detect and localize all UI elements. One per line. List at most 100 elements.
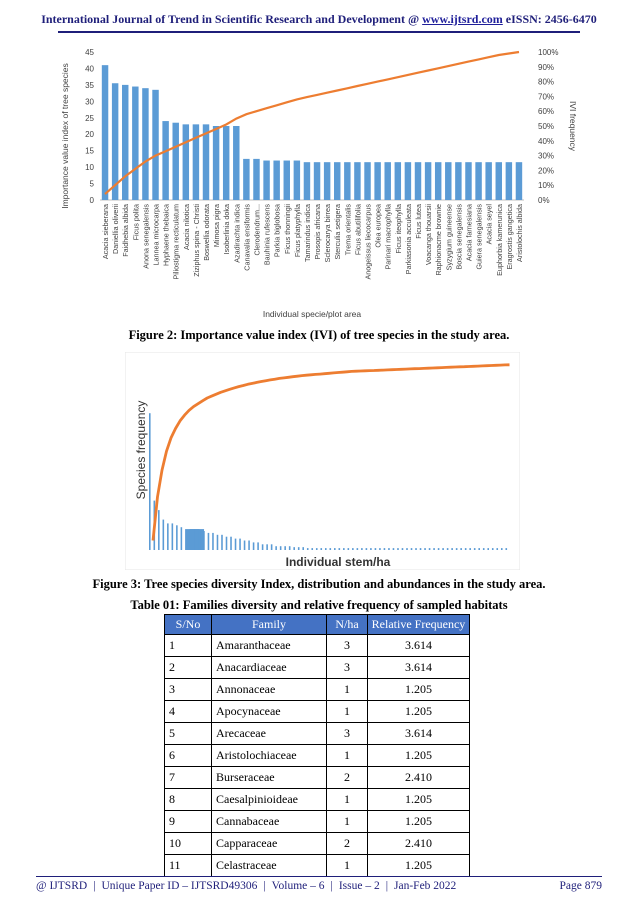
frequency-bar: [352, 548, 354, 550]
ivi-bar: [222, 126, 230, 200]
x-tick-label: Acacia farnesiana: [464, 204, 473, 261]
y-tick-label: 20: [85, 130, 94, 139]
x-tick-label: Canavalia ensiformis: [242, 204, 251, 271]
frequency-bar: [406, 548, 408, 550]
frequency-bar: [428, 548, 431, 550]
table-row: 7 Burseraceae 2 2.410: [164, 766, 470, 789]
frequency-bar: [248, 540, 250, 550]
y-axis-title: Importance value index of tree species: [60, 63, 70, 209]
y-tick-label: 30: [85, 97, 94, 106]
figure2-caption: Figure 2: Importance value index (IVI) o…: [128, 328, 510, 342]
ivi-bar: [202, 124, 210, 200]
frequency-bar: [370, 548, 372, 550]
footer-paper-id: Unique Paper ID – IJTSRD49306: [101, 880, 258, 892]
x-tick-label: Isoberlinia doka: [222, 204, 231, 254]
x-tick-label: Olea europea: [374, 204, 383, 248]
footer-divider: [36, 876, 602, 877]
ivi-bar: [495, 162, 502, 200]
y2-tick-label: 90%: [538, 63, 554, 72]
header-relative-frequency: Relative Frequency: [367, 614, 470, 635]
ivi-bar: [142, 88, 149, 200]
ivi-bar: [233, 126, 240, 200]
row-sno: 2: [164, 656, 212, 679]
ivi-bar: [404, 162, 412, 200]
row-nha: 2: [326, 832, 368, 855]
journal-name: International Journal of Trend in Scient…: [41, 12, 420, 26]
frequency-bar: [460, 548, 462, 550]
row-family: Arecaceae: [211, 722, 327, 745]
x-tick-label: Ficus iteophylla: [394, 204, 403, 254]
journal-website-link[interactable]: www.ijtsrd.com: [422, 12, 503, 26]
row-family: Aristolochiaceae: [211, 744, 327, 767]
x-tick-label: Ziziphus spina - Christi: [192, 204, 201, 277]
frequency-bar: [203, 531, 205, 550]
footer-page: Page 879: [559, 880, 602, 892]
row-sno: 8: [164, 788, 212, 811]
y2-tick-label: 20%: [538, 166, 554, 175]
table-row: 9 Cannabaceae 1 1.205: [164, 810, 470, 833]
frequency-bar: [338, 548, 341, 550]
header-family: Family: [211, 614, 327, 635]
ivi-frequency-line: [104, 50, 520, 195]
frequency-bar: [464, 548, 467, 550]
row-family: Capparaceae: [211, 832, 327, 855]
x-tick-label: Acacia nilotica: [182, 204, 191, 250]
row-sno: 7: [164, 766, 212, 789]
ivi-bar: [445, 162, 452, 200]
y-tick-label: 5: [90, 180, 95, 189]
frequency-bar: [347, 548, 350, 550]
frequency-bar: [266, 544, 268, 550]
frequency-bar: [324, 548, 327, 550]
x-tick-label: Bauhinia rufescens: [263, 204, 272, 266]
frequency-bar: [257, 542, 259, 550]
table-row: 10 Capparaceae 2 2.410: [164, 832, 470, 855]
footer-journal: @ IJTSRD: [36, 880, 88, 892]
frequency-bar: [469, 548, 471, 550]
header-nha: N/ha: [326, 614, 368, 635]
table-row: 2 Anacardiaceae 3 3.614: [164, 656, 470, 679]
frequency-bar: [482, 548, 485, 550]
frequency-bar: [162, 519, 165, 550]
row-family: Anacardiaceae: [211, 656, 327, 679]
frequency-bar: [392, 548, 395, 550]
frequency-bar: [433, 548, 435, 550]
x-tick-label: Azadirachta indica: [232, 204, 241, 263]
ivi-bar: [505, 162, 513, 200]
families-table: S/No Family N/ha Relative Frequency 1 Ama…: [164, 614, 470, 877]
row-sno: 3: [164, 678, 212, 701]
table-header-row: S/No Family N/ha Relative Frequency: [164, 614, 470, 635]
ivi-bar: [192, 124, 200, 200]
ivi-bar: [162, 121, 169, 200]
frequency-bar: [496, 548, 499, 550]
figure3-caption: Figure 3: Tree species diversity Index, …: [92, 577, 546, 591]
frequency-bar: [180, 527, 183, 550]
x-tick-label: Parkia biglobosa: [273, 204, 282, 257]
frequency-bar: [198, 531, 201, 550]
frequency-bar: [455, 548, 458, 550]
ivi-bar: [253, 158, 260, 200]
ivi-bar: [212, 126, 220, 200]
ivi-bar: [313, 162, 321, 200]
row-relative-frequency: 3.614: [367, 656, 470, 679]
frequency-bar: [288, 546, 291, 550]
frequency-bar: [230, 536, 232, 550]
journal-issn: eISSN: 2456-6470: [505, 12, 597, 26]
header-divider: [58, 31, 580, 33]
row-family: Cannabaceae: [211, 810, 327, 833]
x-tick-label: Piliostigma recticulatum: [172, 204, 181, 280]
frequency-bar: [225, 536, 228, 550]
frequency-bar: [275, 546, 277, 550]
frequency-bar: [424, 548, 426, 550]
row-family: Burseraceae: [211, 766, 327, 789]
ivi-bar: [475, 162, 482, 200]
x-tick-label: Boswellia odorata: [202, 204, 211, 261]
x-tick-label: Eragrostis gangetica: [505, 204, 514, 270]
x-tick-label: Acacia sieberana: [101, 204, 110, 259]
x-tick-label: Voacanga thouarsii: [424, 204, 433, 266]
frequency-bar: [302, 547, 305, 550]
header-sno: S/No: [164, 614, 212, 635]
row-sno: 11: [164, 854, 212, 877]
x-tick-label: Acacia seyel: [485, 204, 494, 245]
x-tick-label: Trema orientalis: [343, 204, 352, 256]
ivi-bar: [434, 162, 442, 200]
